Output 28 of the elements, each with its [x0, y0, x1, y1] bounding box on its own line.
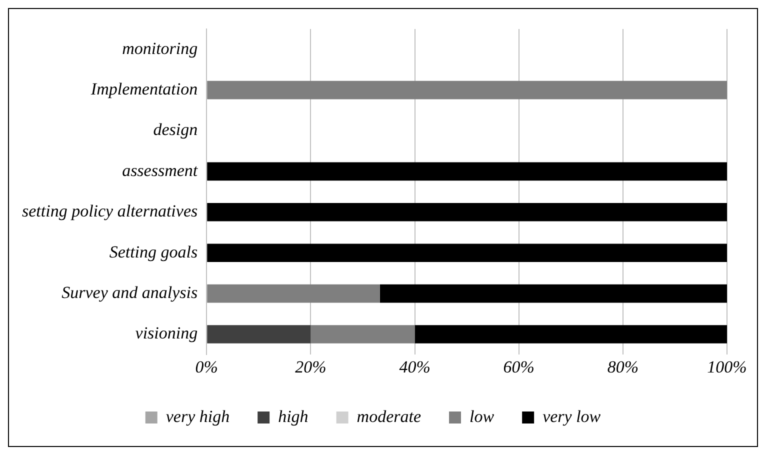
x-tick-label: 100% [707, 357, 747, 376]
x-tick-label: 60% [503, 357, 534, 376]
x-tick-label: 20% [295, 357, 326, 376]
y-tick-label: Survey and analysis [62, 283, 198, 302]
bar [207, 284, 380, 303]
y-tick-label: assessment [122, 160, 199, 180]
y-tick-label: setting policy alternatives [22, 202, 198, 221]
x-tick-label: 80% [607, 357, 639, 376]
y-tick-label: Setting goals [109, 242, 198, 262]
legend-label: moderate [356, 406, 422, 426]
y-tick-label: visioning [135, 324, 198, 343]
bar [207, 244, 727, 262]
bar [380, 284, 727, 303]
bar [207, 325, 311, 344]
bar [207, 80, 727, 100]
x-tick-label: 40% [399, 357, 430, 376]
y-tick-label: design [153, 120, 198, 140]
y-tick-label: monitoring [122, 38, 198, 58]
bar [310, 325, 415, 344]
y-tick-label: Implementation [90, 80, 198, 99]
legend-label: very high [166, 406, 230, 426]
bar [207, 162, 727, 181]
legend-label: low [470, 406, 495, 426]
bar [414, 325, 727, 344]
x-tick-label: 0% [195, 357, 218, 376]
legend-label: high [278, 406, 308, 426]
legend-label: very low [542, 406, 602, 426]
bar [207, 202, 727, 222]
